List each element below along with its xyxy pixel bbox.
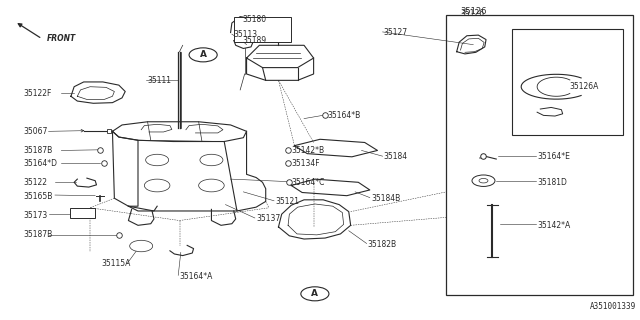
Text: 35121: 35121 bbox=[275, 197, 300, 206]
Text: 35164*B: 35164*B bbox=[328, 111, 361, 120]
Text: 35182B: 35182B bbox=[368, 240, 397, 249]
Text: 35164*C: 35164*C bbox=[291, 178, 324, 187]
Text: 35187B: 35187B bbox=[23, 230, 52, 239]
Text: 35173: 35173 bbox=[23, 211, 47, 220]
Text: 35184B: 35184B bbox=[371, 194, 401, 203]
Text: 35126: 35126 bbox=[461, 9, 484, 18]
Text: 35187B: 35187B bbox=[23, 146, 52, 155]
Circle shape bbox=[130, 240, 153, 252]
Text: 35126A: 35126A bbox=[569, 82, 598, 91]
Text: 35126: 35126 bbox=[461, 7, 487, 16]
Text: 35180: 35180 bbox=[242, 15, 266, 24]
Text: 35122: 35122 bbox=[23, 178, 47, 187]
Text: 35181D: 35181D bbox=[537, 178, 567, 187]
Circle shape bbox=[198, 179, 224, 192]
Bar bbox=[447, 15, 633, 295]
Text: 35164*D: 35164*D bbox=[23, 159, 57, 168]
Text: 35134F: 35134F bbox=[291, 159, 320, 168]
Text: 35137: 35137 bbox=[256, 214, 280, 223]
Text: A: A bbox=[312, 289, 318, 298]
Circle shape bbox=[479, 179, 488, 183]
Text: 35142*B: 35142*B bbox=[291, 146, 324, 155]
Text: 35164*E: 35164*E bbox=[537, 152, 570, 161]
Text: A351001339: A351001339 bbox=[590, 302, 636, 311]
Text: 35111: 35111 bbox=[148, 76, 172, 85]
Circle shape bbox=[200, 154, 223, 166]
Text: 35165B: 35165B bbox=[23, 192, 52, 201]
Circle shape bbox=[189, 48, 217, 62]
Text: 35067: 35067 bbox=[23, 127, 47, 136]
Circle shape bbox=[146, 154, 169, 166]
Circle shape bbox=[145, 179, 170, 192]
Text: 35142*A: 35142*A bbox=[537, 221, 570, 230]
Bar bbox=[511, 29, 623, 134]
Text: 35122F: 35122F bbox=[23, 89, 51, 98]
Text: 35184: 35184 bbox=[384, 152, 408, 161]
Text: 35115A: 35115A bbox=[102, 259, 131, 268]
Text: A: A bbox=[200, 50, 207, 59]
Text: 35113: 35113 bbox=[234, 30, 258, 39]
Bar bbox=[70, 208, 95, 218]
Text: FRONT: FRONT bbox=[47, 35, 76, 44]
Text: 35164*A: 35164*A bbox=[179, 272, 213, 281]
Text: 35127: 35127 bbox=[384, 28, 408, 37]
Circle shape bbox=[301, 287, 329, 301]
Circle shape bbox=[472, 175, 495, 187]
Bar bbox=[234, 17, 291, 42]
Text: o: o bbox=[479, 156, 481, 160]
Text: 35189: 35189 bbox=[242, 36, 266, 45]
